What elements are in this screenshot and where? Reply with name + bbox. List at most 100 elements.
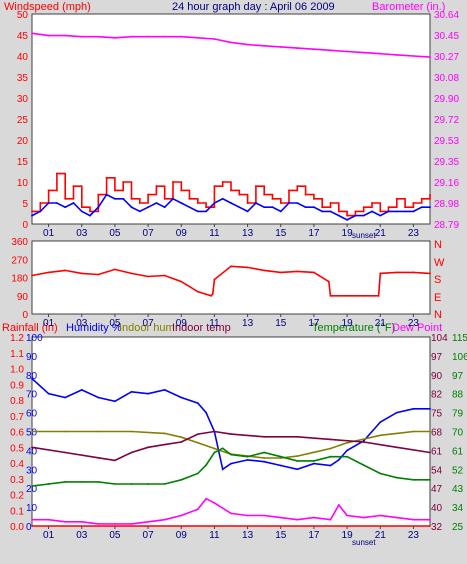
barometer-tick-label: 28.79 xyxy=(434,220,459,231)
dewpoint-tick-label: 61 xyxy=(452,446,464,457)
windspeed-line-point xyxy=(180,189,183,192)
barometer-line-point xyxy=(379,52,382,55)
humidity-tick-label: 100 xyxy=(26,333,43,344)
dew-point-line-point xyxy=(263,514,266,517)
humidity-line-point xyxy=(97,396,100,399)
wind-average-line-point xyxy=(72,202,75,204)
wind-direction-line-point xyxy=(230,265,232,268)
humidity-line-point xyxy=(313,462,315,465)
rainfall-tick-label: 1.1 xyxy=(10,349,24,360)
indoor-temp-line-point xyxy=(329,438,332,441)
barometer-line-point xyxy=(263,44,266,47)
dew-point-line-point xyxy=(213,502,216,504)
wind-average-line-point xyxy=(404,210,406,213)
temperature-tick-label: 90 xyxy=(431,371,443,382)
wind-x-tick-label: 17 xyxy=(308,228,320,239)
temperature-line-point xyxy=(395,476,398,479)
indoor-hum-line-point xyxy=(180,436,183,439)
dew-point-line-point xyxy=(429,518,431,521)
temperature-line-point xyxy=(329,455,332,458)
humidity-line-point xyxy=(163,389,166,391)
wind-direction-line-point xyxy=(163,274,166,277)
dew-point-line-point xyxy=(296,518,299,521)
windspeed-line-point xyxy=(387,206,390,209)
rainfall-line-point xyxy=(31,525,33,527)
indoor-temp-line-point xyxy=(296,435,299,438)
wind-direction-line-point xyxy=(395,271,398,274)
sunset-label-bottom: sunset xyxy=(352,538,376,547)
dew-point-line-point xyxy=(346,514,348,517)
humidity-tick-label: 10 xyxy=(26,503,38,514)
dew-point-line-point xyxy=(230,512,232,515)
barometer-line-point xyxy=(395,54,398,56)
wind-average-line-point xyxy=(213,202,216,204)
windspeed-line-point xyxy=(404,206,406,209)
temperature-tick-label: 82 xyxy=(431,390,443,401)
direction-tick-label: 90 xyxy=(17,292,29,303)
temperature-tick-label: 104 xyxy=(431,333,448,344)
barometer-tick-label: 28.98 xyxy=(434,199,459,210)
wind-average-line-point xyxy=(105,193,108,196)
indoor-hum-line-point xyxy=(329,447,332,450)
sunset-label-top: sunset xyxy=(352,231,376,240)
wind-average-line-point xyxy=(371,210,373,213)
windspeed-line-point xyxy=(296,185,299,188)
temperature-tick-label: 47 xyxy=(431,484,443,495)
windspeed-axis-title: Windspeed (mph) xyxy=(4,1,91,13)
wind-average-line-point xyxy=(362,214,365,217)
barometer-line-point xyxy=(97,35,100,38)
dew-point-line-point xyxy=(64,520,67,523)
windspeed-line-point xyxy=(279,202,282,204)
humidity-line-point xyxy=(221,468,224,471)
windspeed-line-point xyxy=(155,185,158,188)
wind-average-line-point xyxy=(163,206,166,209)
temperature-axis-title: Temperature (°F) xyxy=(312,322,395,334)
wind-average-line-point xyxy=(296,202,299,204)
barometer-line-point xyxy=(230,41,232,44)
temperature-line-point xyxy=(263,451,266,454)
barometer-tick-label: 29.90 xyxy=(434,94,459,105)
barometer-line-point xyxy=(213,38,216,40)
wind-average-line-point xyxy=(379,214,382,217)
humidity-tick-label: 30 xyxy=(26,465,38,476)
windspeed-tick-label: 25 xyxy=(17,115,29,126)
dew-point-line-point xyxy=(97,523,100,525)
windspeed-tick-label: 50 xyxy=(17,10,29,21)
temperature-line-point xyxy=(97,481,100,483)
climate-x-tick-label: 21 xyxy=(375,530,387,541)
dewpoint-tick-label: 52 xyxy=(452,465,464,476)
rainfall-tick-label: 0.3 xyxy=(10,475,24,486)
wind-direction-line-point xyxy=(313,271,315,274)
wind-average-line-point xyxy=(238,206,241,209)
windspeed-line-point xyxy=(379,210,382,213)
barometer-line-point xyxy=(147,35,150,38)
climate-x-tick-label: 01 xyxy=(43,530,55,541)
indoor-temp-line-point xyxy=(213,430,216,433)
windspeed-line-point xyxy=(213,185,216,188)
rainfall-axis-title: Rainfall (in) xyxy=(2,322,58,334)
humidity-line-point xyxy=(429,407,431,410)
wind-x-tick-label: 13 xyxy=(242,228,254,239)
barometer-line-point xyxy=(313,48,315,51)
dew-point-line-point xyxy=(395,516,398,519)
temperature-line-point xyxy=(362,464,365,466)
wind-direction-line-point xyxy=(31,274,33,277)
dew-point-line-point xyxy=(31,518,33,521)
indoor-hum-line-point xyxy=(429,430,431,433)
wind-x-tick-label: 07 xyxy=(143,228,155,239)
humidity-tick-label: 50 xyxy=(26,428,38,439)
dew-point-line-point xyxy=(379,514,382,517)
windspeed-line-point xyxy=(221,181,224,183)
wind-average-line-point xyxy=(329,210,332,213)
humidity-line-point xyxy=(412,407,415,410)
temperature-tick-label: 61 xyxy=(431,446,443,457)
humidity-line-point xyxy=(64,396,67,399)
barometer-line-point xyxy=(114,36,116,39)
barometer-line-point xyxy=(429,56,431,58)
windspeed-line-point xyxy=(371,202,373,204)
wind-direction-line-point xyxy=(379,272,382,275)
wind-average-line-point xyxy=(288,202,290,204)
wind-average-line-point xyxy=(313,206,315,209)
windspeed-line-point xyxy=(304,193,307,196)
